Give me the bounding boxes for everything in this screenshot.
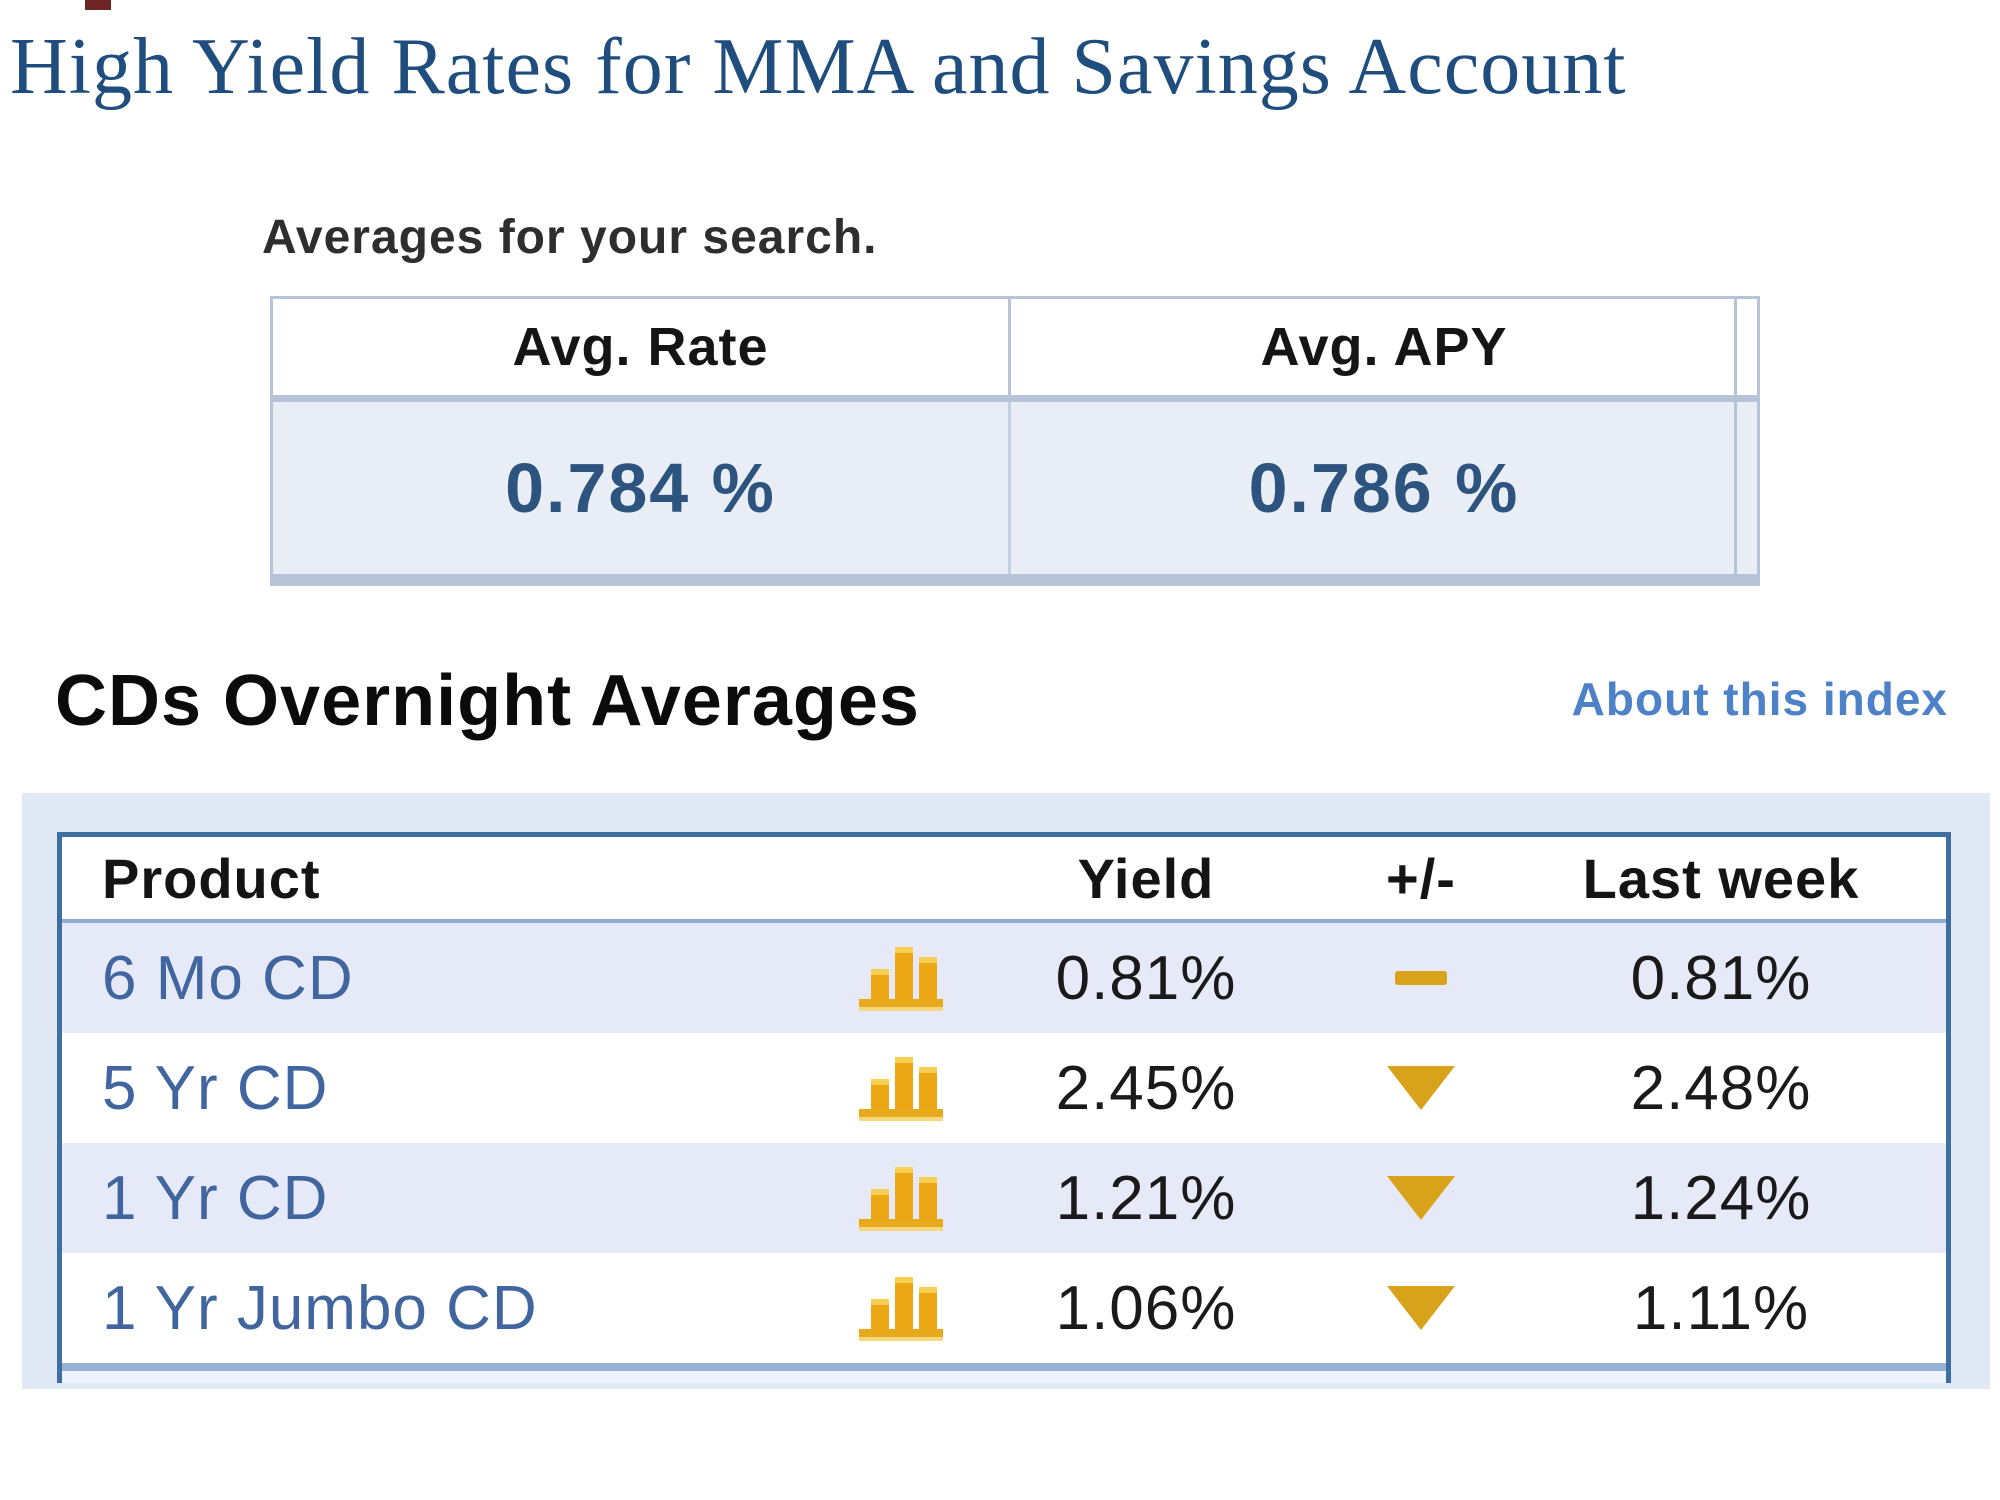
yield-value: 2.45%: [1055, 1053, 1237, 1123]
last-week-value: 1.24%: [1630, 1163, 1812, 1233]
last-week-value: 0.81%: [1630, 943, 1812, 1013]
column-header-yield: Yield: [1077, 846, 1215, 910]
avg-apy-header: Avg. APY: [1260, 317, 1508, 377]
cds-header-row: Product Yield +/- Last week: [62, 837, 1946, 919]
table-row: 1 Yr CD 1.21% 1.24%: [62, 1143, 1946, 1253]
table-row: 6 Mo CD 0.81% 0.81%: [62, 923, 1946, 1033]
dash-icon: [1395, 971, 1447, 985]
column-header-product: Product: [102, 846, 321, 910]
change-cell: [1316, 1066, 1526, 1110]
cds-section-heading: CDs Overnight Averages: [55, 661, 920, 741]
column-header-change: +/-: [1386, 846, 1456, 910]
product-link[interactable]: 1 Yr Jumbo CD: [102, 1273, 538, 1343]
averages-value-row: 0.784 % 0.786 %: [273, 402, 1757, 574]
page-title: High Yield Rates for MMA and Savings Acc…: [10, 23, 1627, 111]
yield-value: 1.21%: [1055, 1163, 1237, 1233]
partial-row: [62, 1371, 1946, 1383]
avg-rate-header: Avg. Rate: [273, 299, 1011, 395]
header-divider: [62, 919, 1946, 923]
bar-chart-icon[interactable]: [855, 945, 947, 1011]
table-bottom-border: [273, 574, 1757, 583]
cds-table: Product Yield +/- Last week 6 Mo CD 0.81…: [57, 832, 1951, 1383]
column-divider: [1734, 299, 1737, 574]
averages-caption: Averages for your search.: [262, 211, 878, 264]
change-cell: [1316, 1286, 1526, 1330]
avg-apy-value: 0.786 %: [1248, 449, 1520, 527]
last-week-value: 1.11%: [1632, 1273, 1810, 1343]
triangle-down-icon: [1387, 1066, 1455, 1110]
change-cell: [1316, 1176, 1526, 1220]
bar-chart-icon[interactable]: [855, 1055, 947, 1121]
column-header-last-week: Last week: [1582, 846, 1860, 910]
bar-chart-icon[interactable]: [855, 1165, 947, 1231]
product-link[interactable]: 5 Yr CD: [102, 1053, 329, 1123]
triangle-down-icon: [1387, 1176, 1455, 1220]
table-row: 1 Yr Jumbo CD 1.06% 1.11%: [62, 1253, 1946, 1363]
product-link[interactable]: 1 Yr CD: [102, 1163, 329, 1233]
about-this-index-link[interactable]: About this index: [1571, 673, 1948, 725]
table-section-divider: [62, 1363, 1946, 1371]
header-divider: [273, 395, 1757, 402]
top-edge-artifact: [85, 0, 111, 10]
table-row: 5 Yr CD 2.45% 2.48%: [62, 1033, 1946, 1143]
averages-header-row: Avg. Rate Avg. APY: [273, 299, 1757, 395]
last-week-value: 2.48%: [1630, 1053, 1812, 1123]
product-link[interactable]: 6 Mo CD: [102, 943, 354, 1013]
bar-chart-icon[interactable]: [855, 1275, 947, 1341]
averages-table: Avg. Rate Avg. APY 0.784 % 0.786 %: [270, 296, 1760, 586]
triangle-down-icon: [1387, 1286, 1455, 1330]
yield-value: 1.06%: [1055, 1273, 1237, 1343]
avg-rate-value: 0.784 %: [273, 402, 1011, 574]
cds-table-container: Product Yield +/- Last week 6 Mo CD 0.81…: [22, 793, 1990, 1389]
change-cell: [1316, 971, 1526, 985]
yield-value: 0.81%: [1055, 943, 1237, 1013]
